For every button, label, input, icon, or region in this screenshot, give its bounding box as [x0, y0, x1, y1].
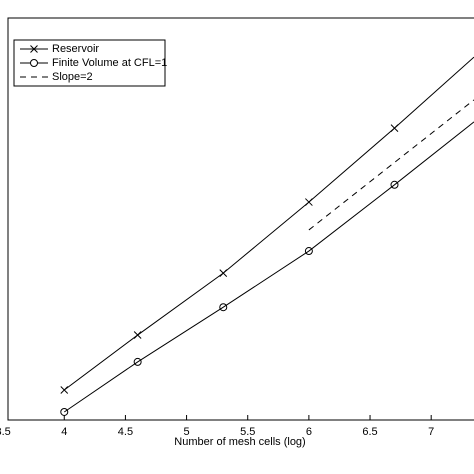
x-tick-label: 7: [428, 426, 434, 438]
legend-marker: [30, 59, 38, 67]
plot-frame: [7, 17, 474, 421]
marker: [390, 124, 399, 133]
x-tick-label: 6: [306, 426, 312, 438]
x-tick-label: 6.5: [362, 426, 377, 438]
x-axis-label: Number of mesh cells (log): [174, 436, 305, 448]
series-line: [63, 121, 474, 413]
marker: [219, 269, 228, 277]
marker: [133, 357, 142, 366]
x-tick-label: 5.5: [240, 426, 255, 438]
marker: [219, 303, 228, 312]
legend-label: Finite Volume at CFL=1: [52, 57, 167, 69]
series-line: [308, 99, 474, 231]
x-tick-label: 5: [184, 426, 190, 438]
legend-label: Reservoir: [52, 43, 99, 55]
legend-marker: [30, 45, 38, 53]
x-tick-label: 4.5: [118, 426, 133, 438]
series-line: [63, 56, 474, 391]
x-tick-label: 4: [61, 426, 67, 438]
marker: [304, 247, 313, 256]
marker: [133, 331, 142, 339]
marker: [60, 407, 69, 416]
marker: [305, 198, 313, 206]
marker: [390, 180, 399, 189]
legend-label: Slope=2: [52, 71, 93, 83]
x-tick-label: 3.5: [0, 426, 11, 438]
marker: [60, 386, 69, 394]
